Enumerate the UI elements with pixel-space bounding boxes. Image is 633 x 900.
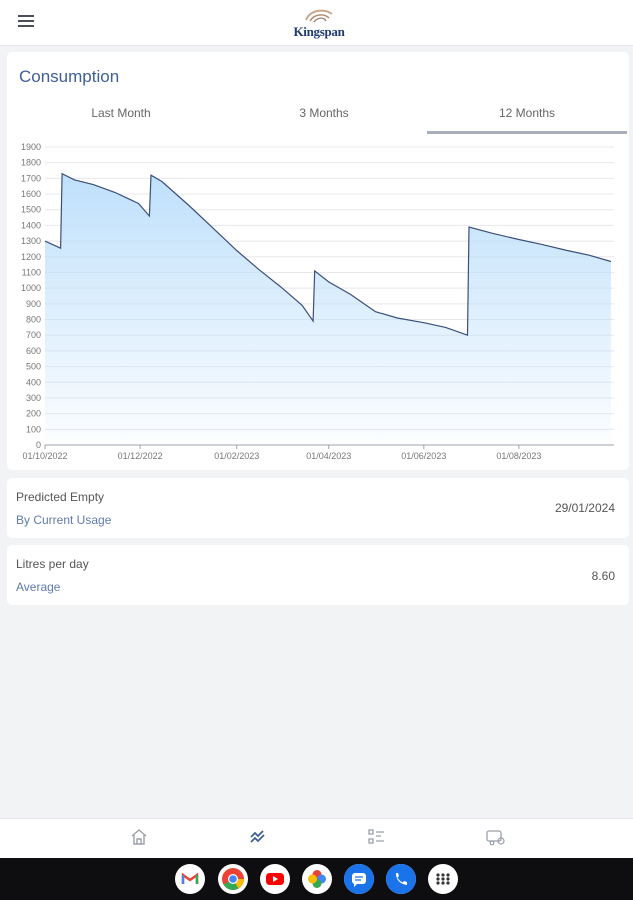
app-drawer-icon[interactable] [428,864,458,894]
consumption-area [45,173,611,445]
litres-per-day-value: 8.60 [591,569,615,583]
litres-per-day-subtitle: Average [16,580,61,594]
x-tick-label: 01/04/2023 [306,451,351,461]
y-tick-label: 1600 [21,189,41,199]
y-tick-label: 300 [26,393,41,403]
y-tick-label: 1800 [21,158,41,168]
y-tick-label: 200 [26,409,41,419]
y-tick-label: 500 [26,362,41,372]
messages-icon[interactable] [344,864,374,894]
tab-12-months[interactable]: 12 Months [427,104,627,134]
y-tick-label: 1300 [21,236,41,246]
y-tick-label: 1400 [21,220,41,230]
y-tick-label: 1900 [21,142,41,152]
period-tabs: Last Month 3 Months 12 Months [14,104,627,134]
y-tick-label: 700 [26,330,41,340]
youtube-icon[interactable] [260,864,290,894]
kingspan-logo: Kingspan [284,8,354,40]
x-tick-label: 01/12/2022 [118,451,163,461]
y-tick-label: 900 [26,299,41,309]
y-tick-label: 800 [26,315,41,325]
delivery-truck-icon[interactable] [484,825,508,849]
tab-3-months[interactable]: 3 Months [299,106,349,120]
y-tick-label: 1200 [21,252,41,262]
predicted-empty-card: Predicted Empty By Current Usage 29/01/2… [7,478,629,538]
x-tick-label: 01/08/2023 [496,451,541,461]
y-tick-label: 0 [36,440,41,450]
consumption-chart: 0 100 200 300 400 500 600 700 800 900 1000 1100 1200… [21,142,614,461]
photos-icon[interactable] [302,864,332,894]
x-tick-label: 01/10/2022 [22,451,67,461]
tab-last-month[interactable]: Last Month [91,106,151,120]
system-taskbar [0,858,633,900]
checklist-icon[interactable] [365,825,389,849]
predicted-empty-subtitle: By Current Usage [16,513,112,527]
consumption-title: Consumption [19,67,120,86]
y-tick-label: 400 [26,377,41,387]
litres-per-day-card: Litres per day Average 8.60 [7,545,629,605]
x-tick-label: 01/06/2023 [401,451,446,461]
consumption-line [44,172,612,337]
logo-swirl-icon [305,9,333,23]
y-tick-label: 1000 [21,283,41,293]
predicted-empty-value: 29/01/2024 [554,501,615,515]
x-tick-label: 01/02/2023 [214,451,259,461]
bottom-navigation [0,818,633,858]
litres-per-day-title: Litres per day [16,557,89,571]
gmail-icon[interactable] [175,864,205,894]
logo-text: Kingspan [293,24,345,39]
consumption-chart-icon[interactable] [246,825,270,849]
predicted-empty-title: Predicted Empty [16,490,105,504]
top-app-bar: Kingspan [0,0,633,46]
phone-icon[interactable] [386,864,416,894]
hamburger-menu-icon[interactable] [18,15,34,29]
consumption-card: Consumption Last Month 3 Months 12 Month… [7,52,629,470]
y-tick-label: 600 [26,346,41,356]
home-icon[interactable] [127,825,151,849]
y-tick-label: 100 [26,424,41,434]
y-tick-label: 1100 [22,267,41,277]
y-tick-label: 1500 [21,205,41,215]
y-tick-label: 1700 [21,173,41,183]
chrome-icon[interactable] [218,864,248,894]
